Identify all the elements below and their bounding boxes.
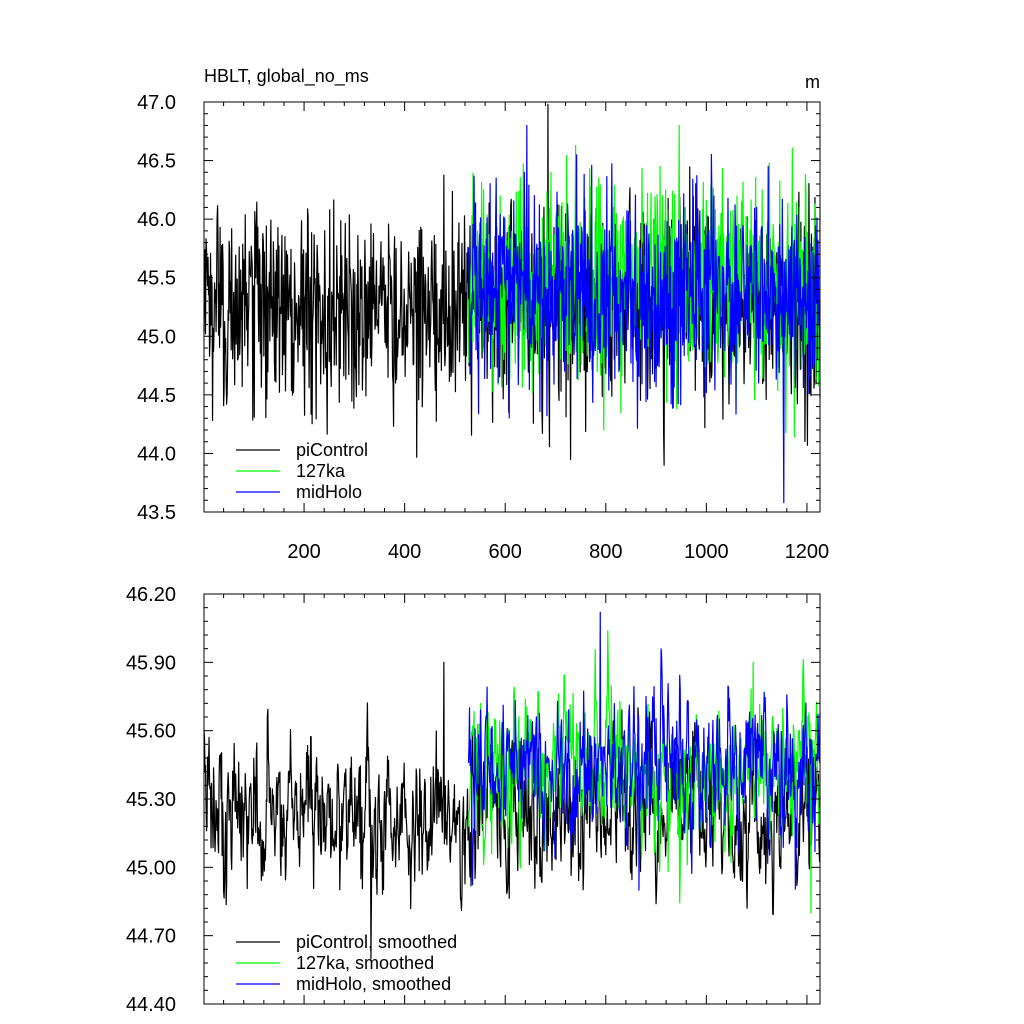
top-series-line-midholo <box>467 124 821 504</box>
bottom-ytick-label: 45.30 <box>126 789 176 811</box>
top-chart-title: HBLT, global_no_ms <box>204 66 369 87</box>
top-xtick-label: 600 <box>489 541 522 563</box>
bottom-ticks-group: 44.40 44.70 45.00 45.30 45.60 45.90 46.20 <box>126 584 820 1016</box>
top-series-group <box>203 103 821 504</box>
bottom-legend-label-midholo: midHolo, smoothed <box>296 974 451 994</box>
bottom-ytick-label: 46.20 <box>126 584 176 606</box>
bottom-ytick-label: 44.70 <box>126 926 176 948</box>
top-legend: piControl 127ka midHolo <box>236 440 368 502</box>
top-legend-label-picontrol: piControl <box>296 440 368 460</box>
top-ytick-label: 47.0 <box>137 92 176 114</box>
top-ytick-label: 45.5 <box>137 268 176 290</box>
bottom-legend: piControl, smoothed 127ka, smoothed midH… <box>236 932 457 994</box>
bottom-series-line-midholo-smoothed <box>467 611 821 891</box>
top-xtick-label: 1200 <box>785 541 830 563</box>
bottom-chart-panel: 44.40 44.70 45.00 45.30 45.60 45.90 46.20 piCo… <box>126 584 821 1016</box>
top-xtick-label: 400 <box>388 541 421 563</box>
bottom-plot-frame <box>203 593 821 1005</box>
top-xtick-label: 200 <box>287 541 320 563</box>
bottom-ytick-label: 45.90 <box>126 652 176 674</box>
top-xtick-label: 1000 <box>684 541 729 563</box>
bottom-series-group <box>203 611 821 960</box>
top-legend-label-127ka: 127ka <box>296 461 346 481</box>
top-legend-label-midholo: midHolo <box>296 482 362 502</box>
bottom-legend-label-127ka: 127ka, smoothed <box>296 953 434 973</box>
top-ytick-label: 44.0 <box>137 443 176 465</box>
bottom-legend-label-picontrol: piControl, smoothed <box>296 932 457 952</box>
top-plot-frame <box>203 101 821 513</box>
top-chart-units: m <box>805 72 820 92</box>
bottom-ytick-label: 45.00 <box>126 857 176 879</box>
top-ytick-label: 46.0 <box>137 209 176 231</box>
top-ytick-label: 44.5 <box>137 385 176 407</box>
bottom-ytick-label: 45.60 <box>126 721 176 743</box>
top-ytick-label: 46.5 <box>137 151 176 173</box>
bottom-ytick-label: 44.40 <box>126 994 176 1016</box>
top-xtick-label: 800 <box>589 541 622 563</box>
top-ytick-label: 43.5 <box>137 502 176 524</box>
top-ticks-group: 43.5 44.0 44.5 45.0 45.5 46.0 46.5 47.0 200 400 60… <box>137 92 829 563</box>
top-ytick-label: 45.0 <box>137 326 176 348</box>
top-chart-panel: 43.5 44.0 44.5 45.0 45.5 46.0 46.5 47.0 200 400 60… <box>137 66 829 563</box>
